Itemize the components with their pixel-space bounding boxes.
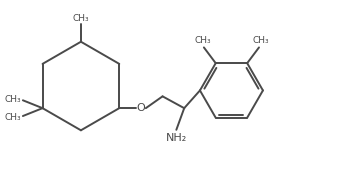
Text: NH₂: NH₂ [166,133,187,143]
Text: CH₃: CH₃ [4,95,21,104]
Text: CH₃: CH₃ [4,113,21,121]
Text: CH₃: CH₃ [253,37,269,45]
Text: CH₃: CH₃ [195,37,211,45]
Text: O: O [136,103,145,113]
Text: CH₃: CH₃ [72,14,89,23]
